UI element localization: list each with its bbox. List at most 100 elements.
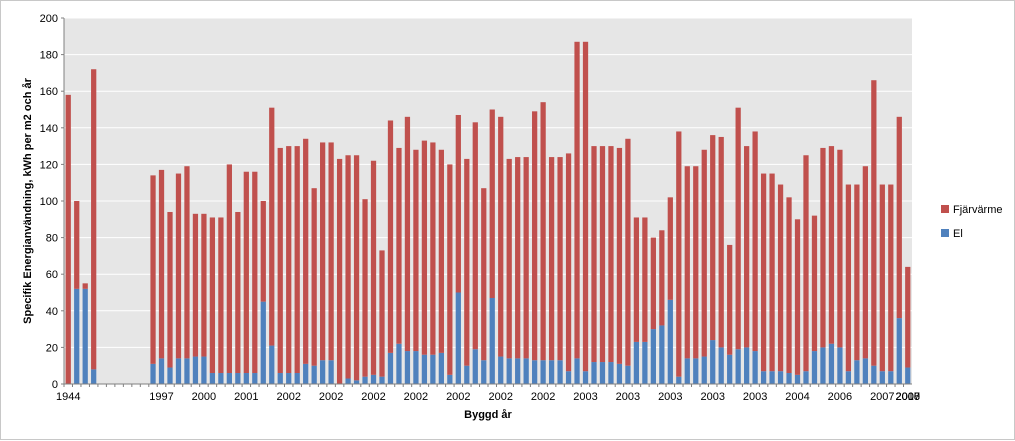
x-tick-label: 2010	[896, 391, 920, 403]
bar-el	[888, 371, 894, 384]
x-tick-label: 1944	[56, 391, 80, 403]
bar-fjarvarme	[727, 244, 733, 355]
bar-el	[74, 288, 80, 384]
bar-el	[608, 362, 614, 384]
bar-fjarvarme	[650, 237, 656, 330]
bar-el	[905, 367, 911, 384]
bar-fjarvarme	[370, 160, 377, 375]
bar-fjarvarme	[701, 149, 707, 357]
x-tick-label: 2006	[828, 391, 852, 403]
bar-fjarvarme	[735, 107, 741, 350]
bar-fjarvarme	[769, 173, 775, 372]
bar-el	[235, 373, 241, 384]
bar-el	[396, 343, 402, 384]
bar-fjarvarme	[667, 197, 673, 300]
bar-fjarvarme	[396, 147, 402, 344]
bar-el	[744, 347, 750, 384]
bar-fjarvarme	[65, 94, 71, 385]
bar-fjarvarme	[633, 217, 640, 342]
bar-fjarvarme	[676, 131, 682, 377]
bar-fjarvarme	[150, 175, 156, 364]
bar-fjarvarme	[794, 219, 801, 375]
bar-el	[413, 351, 419, 384]
bar-fjarvarme	[523, 157, 529, 359]
bar-el	[438, 352, 444, 384]
bar-fjarvarme	[684, 166, 690, 359]
bar-fjarvarme	[693, 166, 699, 359]
bar-fjarvarme	[260, 201, 266, 302]
bar-fjarvarme	[82, 283, 88, 289]
bar-fjarvarme	[574, 41, 580, 359]
bar-fjarvarme	[472, 122, 478, 350]
bar-fjarvarme	[167, 211, 173, 368]
bar-el	[243, 373, 249, 384]
bar-el	[218, 373, 224, 384]
bar-el	[370, 374, 377, 384]
bar-el	[642, 341, 648, 384]
bar-fjarvarme	[387, 120, 394, 353]
x-tick-label: 1997	[149, 391, 173, 403]
bar-el	[201, 356, 207, 384]
bar-fjarvarme	[760, 173, 767, 372]
x-axis-title: Byggd år	[464, 409, 512, 421]
bar-fjarvarme	[515, 157, 521, 359]
bar-el	[498, 356, 504, 384]
bar-el	[667, 299, 673, 384]
bar-el	[837, 347, 843, 384]
bar-fjarvarme	[74, 201, 80, 289]
bar-fjarvarme	[226, 164, 232, 374]
bar-fjarvarme	[642, 217, 648, 342]
bar-el	[353, 380, 360, 384]
bar-el	[820, 347, 826, 384]
bar-fjarvarme	[481, 188, 487, 361]
bar-el	[735, 349, 741, 384]
bar-fjarvarme	[294, 146, 300, 374]
bar-fjarvarme	[421, 140, 428, 355]
y-tick-label: 120	[40, 159, 58, 171]
bar-fjarvarme	[353, 155, 360, 381]
bar-el	[362, 376, 368, 384]
bar-el	[871, 365, 877, 384]
bar-el	[557, 360, 563, 384]
bar-fjarvarme	[192, 213, 199, 357]
y-tick-label: 80	[46, 233, 58, 245]
bar-el	[404, 351, 411, 384]
bar-fjarvarme	[430, 142, 436, 355]
bar-el	[481, 360, 487, 384]
bar-el	[455, 292, 461, 384]
bar-fjarvarme	[752, 131, 758, 352]
bar-fjarvarme	[362, 199, 368, 377]
bar-el	[447, 374, 453, 384]
bar-el	[158, 358, 165, 384]
bar-el	[701, 356, 707, 384]
bar-fjarvarme	[328, 142, 334, 361]
bar-fjarvarme	[464, 158, 470, 366]
bar-fjarvarme	[625, 138, 631, 366]
bar-el	[506, 358, 512, 384]
bar-el	[794, 374, 801, 384]
bar-fjarvarme	[303, 138, 309, 364]
x-tick-label: 2002	[531, 391, 555, 403]
bar-el	[472, 349, 478, 384]
bar-fjarvarme	[811, 215, 818, 352]
bar-el	[184, 358, 190, 384]
bar-el	[786, 373, 792, 384]
x-tick-label: 2002	[404, 391, 428, 403]
bar-fjarvarme	[91, 69, 97, 370]
x-tick-label: 2002	[488, 391, 512, 403]
x-tick-label: 2008	[896, 391, 920, 403]
bar-fjarvarme	[548, 157, 555, 361]
bar-fjarvarme	[345, 155, 351, 379]
y-tick-label: 40	[46, 306, 58, 318]
y-tick-label: 20	[46, 342, 58, 354]
bar-el	[769, 371, 775, 384]
bar-fjarvarme	[540, 102, 546, 361]
bar-el	[294, 373, 300, 384]
bar-fjarvarme	[591, 146, 597, 363]
bar-el	[727, 354, 733, 384]
bar-el	[862, 358, 868, 384]
bar-el	[565, 371, 572, 384]
bar-fjarvarme	[447, 164, 453, 375]
bar-el	[252, 373, 258, 384]
